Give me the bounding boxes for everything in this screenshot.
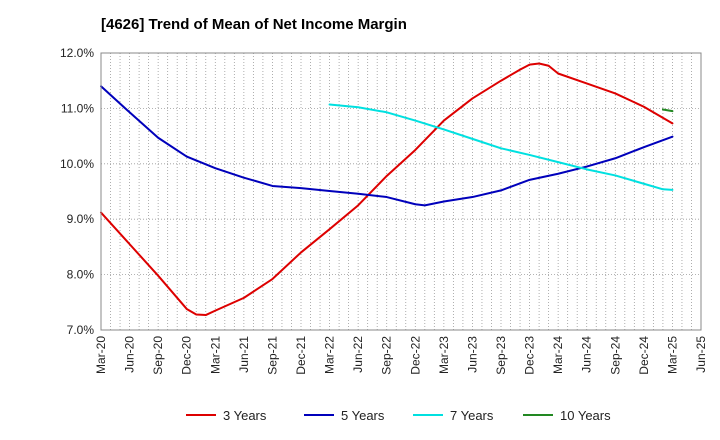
series-line-5-years (100, 85, 674, 207)
y-tick-label: 8.0% (67, 268, 95, 282)
x-tick-label: Mar-21 (208, 336, 222, 374)
x-tick-label: Jun-25 (694, 336, 708, 373)
x-tick-label: Mar-24 (551, 336, 565, 374)
x-tick-label: Dec-24 (637, 336, 651, 375)
x-tick-label: Jun-20 (123, 336, 137, 373)
y-tick-label: 12.0% (60, 46, 94, 60)
x-tick-label: Sep-23 (494, 336, 508, 375)
legend-label-3-years: 3 Years (223, 408, 267, 423)
series-lines (100, 62, 674, 317)
x-tick-label: Dec-20 (180, 336, 194, 375)
y-tick-label: 9.0% (67, 212, 95, 226)
y-tick-label: 7.0% (67, 323, 95, 337)
x-tick-label: Sep-20 (151, 336, 165, 375)
x-tick-label: Jun-22 (351, 336, 365, 373)
x-tick-label: Jun-24 (580, 336, 594, 373)
y-tick-label: 10.0% (60, 157, 94, 171)
x-tick-label: Mar-20 (94, 336, 108, 374)
x-tick-label: Mar-22 (323, 336, 337, 374)
x-tick-label: Dec-21 (294, 336, 308, 375)
plot-frame (100, 52, 702, 331)
grid (100, 52, 702, 331)
series-line-7-years (328, 103, 674, 191)
y-axis: 7.0% 8.0% 9.0% 10.0% 11.0% 12.0% (60, 46, 94, 337)
x-tick-label: Sep-21 (265, 336, 279, 375)
legend-label-10-years: 10 Years (560, 408, 611, 423)
x-tick-label: Dec-22 (408, 336, 422, 375)
x-tick-label: Mar-23 (437, 336, 451, 374)
legend-label-5-years: 5 Years (341, 408, 385, 423)
chart-title: [4626] Trend of Mean of Net Income Margi… (101, 16, 407, 33)
x-tick-label: Sep-22 (380, 336, 394, 375)
x-tick-label: Mar-25 (665, 336, 679, 374)
x-tick-label: Dec-23 (523, 336, 537, 375)
series-line-3-years (100, 62, 674, 317)
legend: 3 Years 5 Years 7 Years 10 Years (186, 408, 611, 423)
series-line-10-years (661, 108, 674, 113)
x-tick-label: Jun-23 (465, 336, 479, 373)
legend-label-7-years: 7 Years (450, 408, 494, 423)
x-axis: Mar-20 Jun-20 Sep-20 Dec-20 Mar-21 Jun-21 Sep-… (94, 336, 708, 375)
y-tick-label: 11.0% (61, 101, 94, 115)
x-tick-label: Sep-24 (608, 336, 622, 375)
x-tick-label: Jun-21 (237, 336, 251, 373)
